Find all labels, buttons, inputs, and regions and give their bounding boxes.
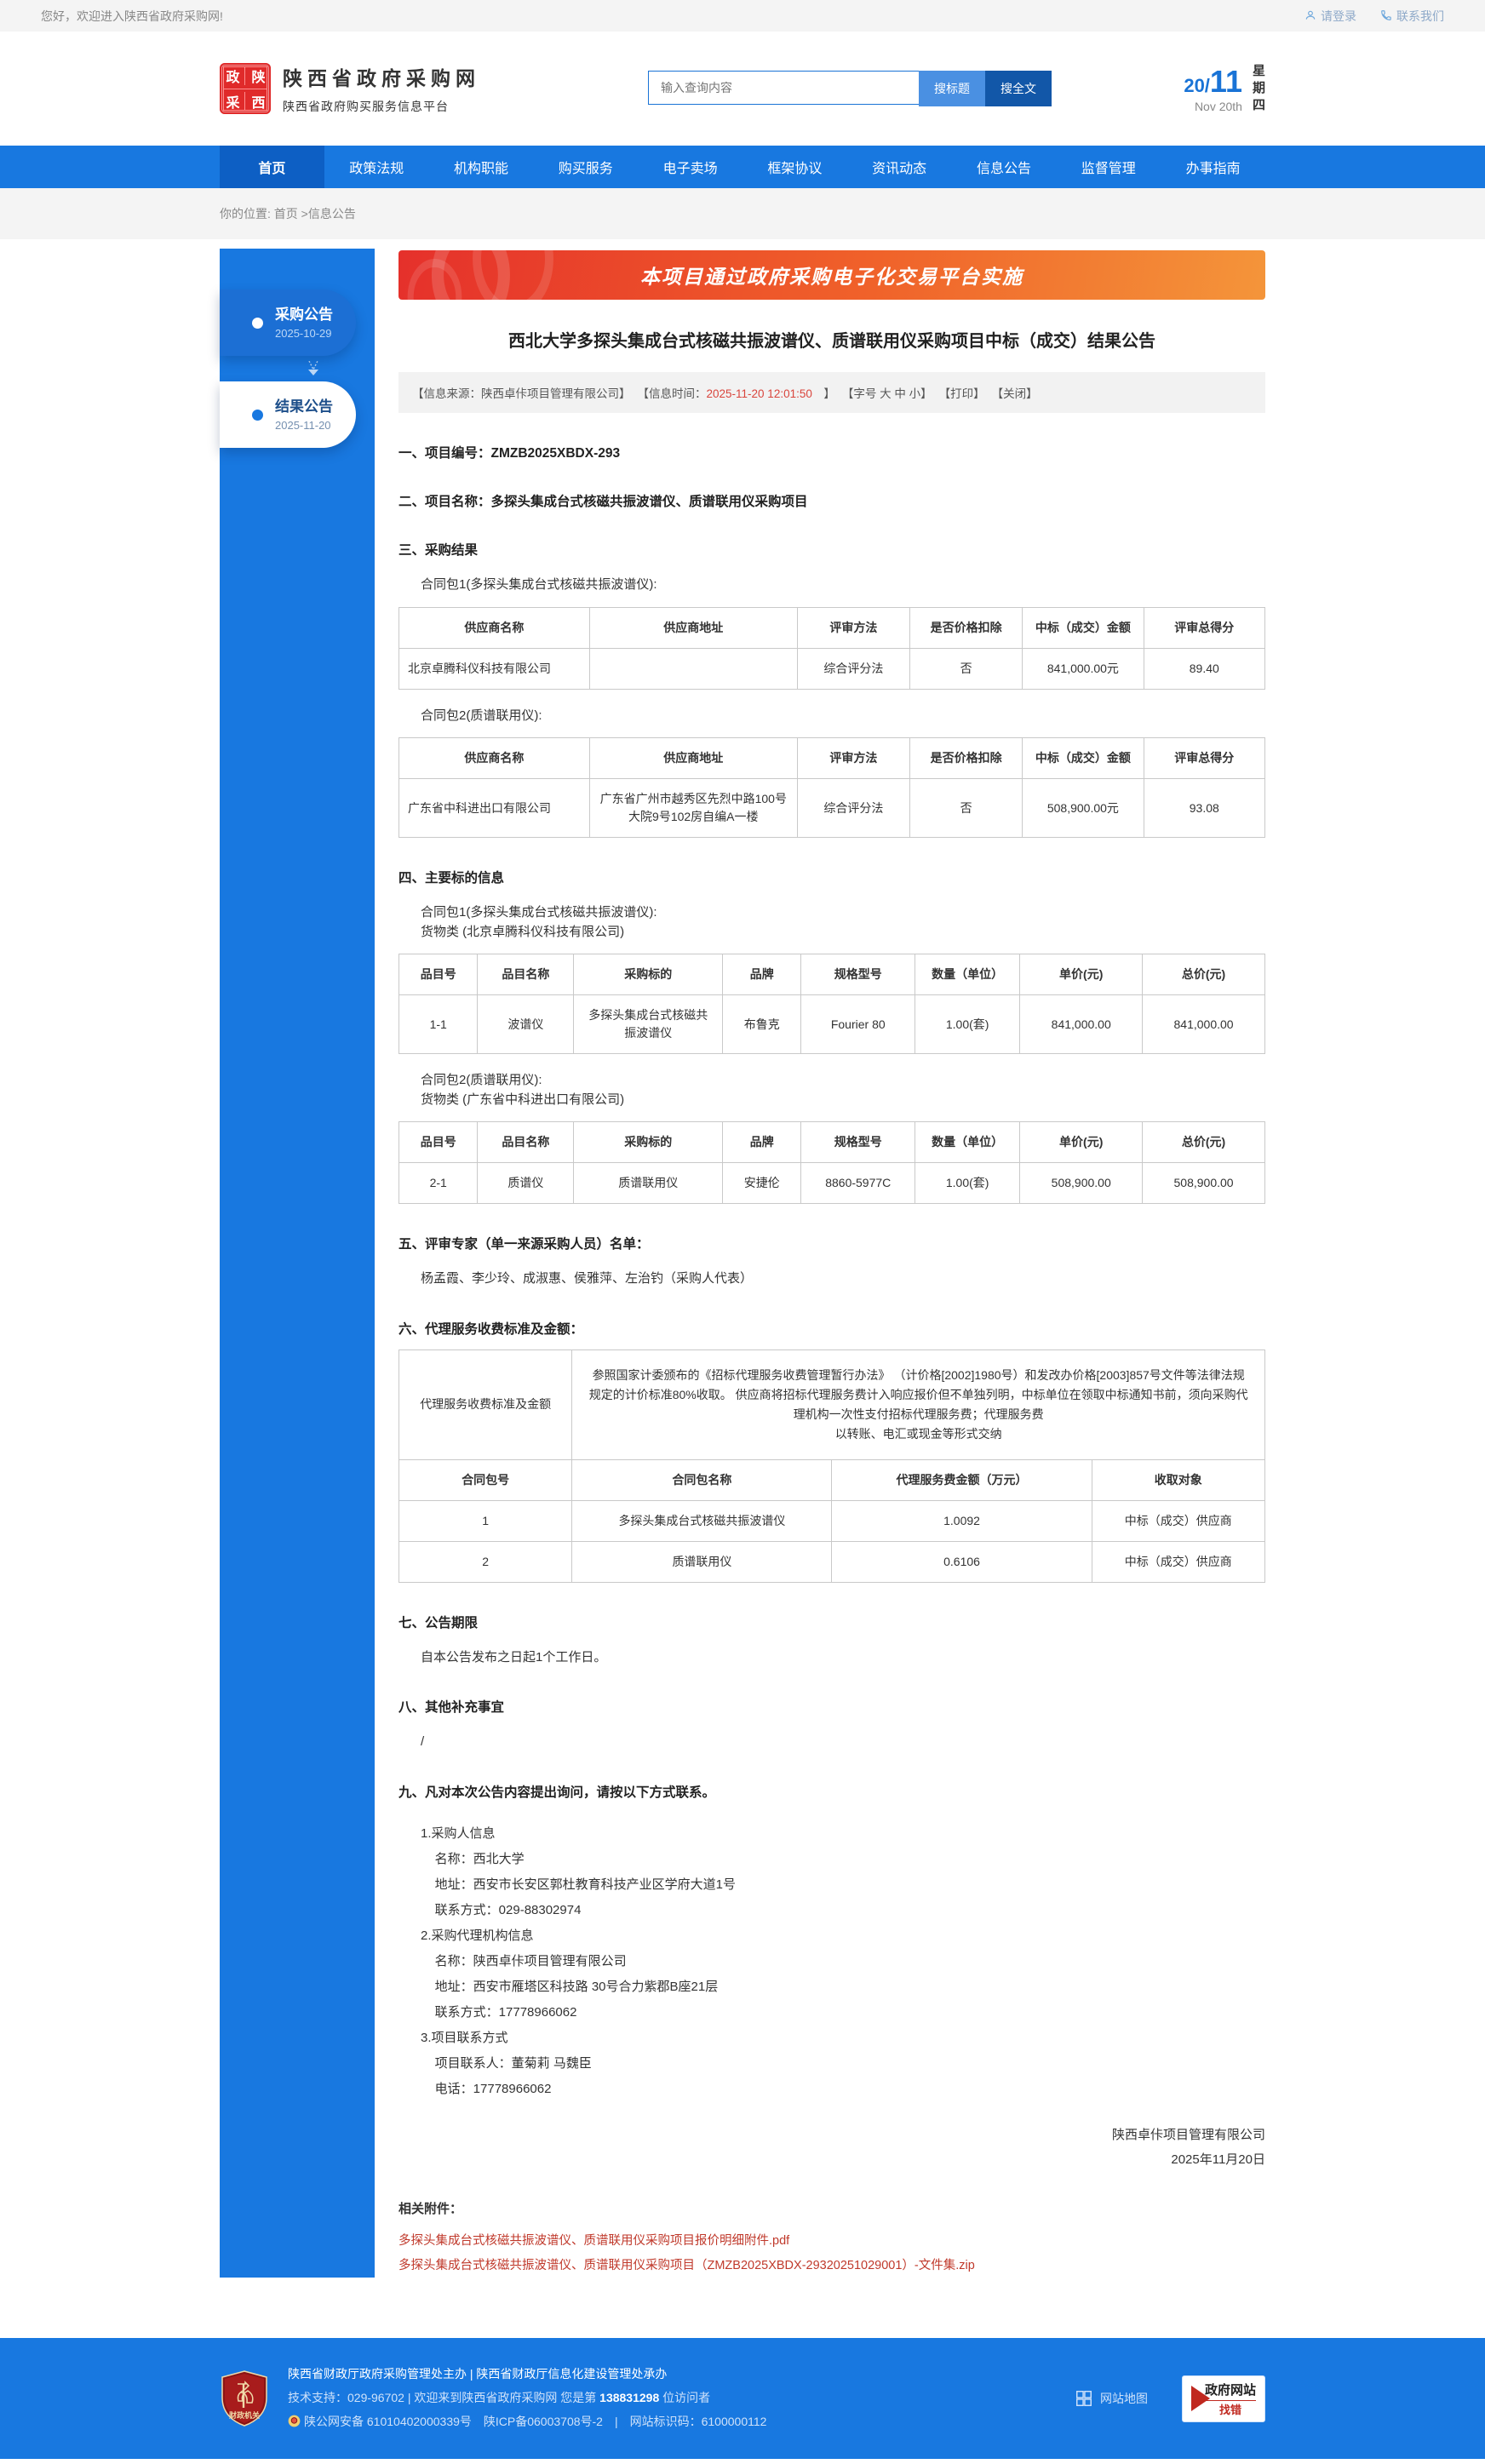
svg-text:财政机关: 财政机关 xyxy=(228,2410,260,2420)
